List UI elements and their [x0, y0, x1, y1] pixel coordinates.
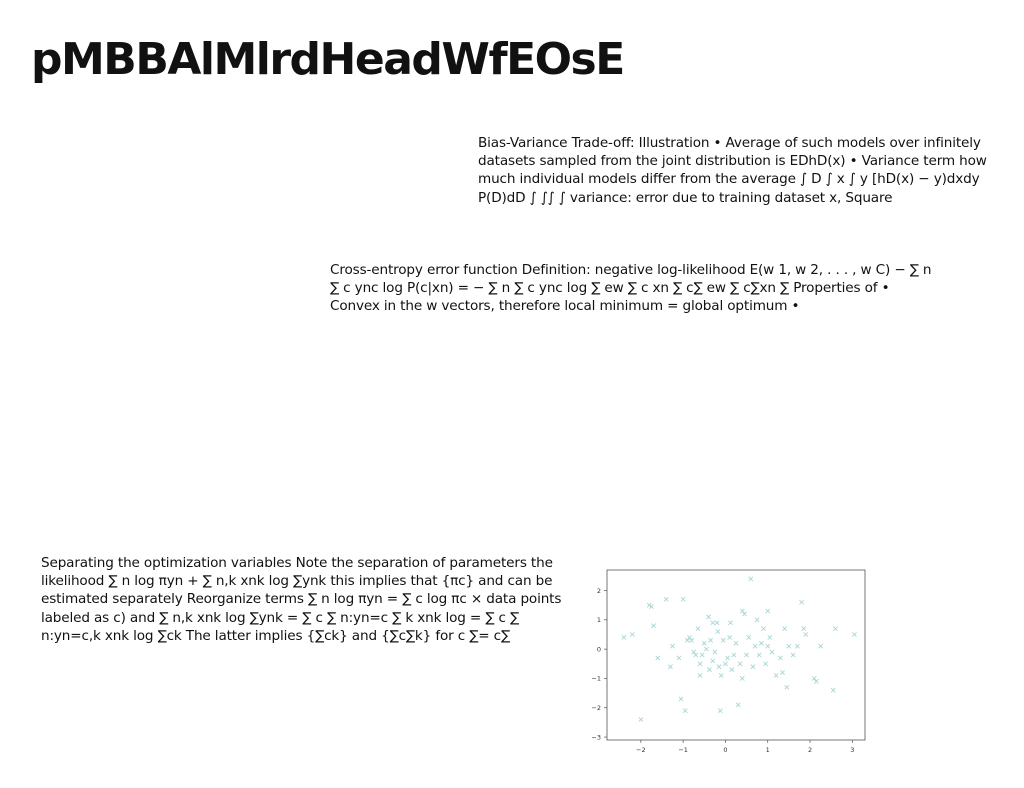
y-tick-label: 0 [597, 645, 601, 653]
scatter-point [678, 696, 684, 702]
scatter-point [723, 661, 728, 667]
scatter-point [714, 620, 720, 626]
scatter-point [799, 599, 804, 605]
scatter-point [689, 637, 695, 643]
scatter-point [758, 640, 764, 646]
scatter-point [752, 643, 758, 649]
x-tick-label: 3 [850, 746, 854, 752]
scatter-point [718, 673, 724, 678]
scatter-point [790, 652, 796, 658]
scatter-point [767, 634, 773, 640]
text-block-bias-variance: Bias-Variance Trade-off: Illustration • … [478, 135, 987, 206]
scatter-point [717, 708, 723, 714]
scatter-point [818, 643, 824, 649]
scatter-point [699, 652, 705, 658]
text-block-cross-entropy: Cross-entropy error function Definition:… [330, 262, 932, 315]
scatter-point [769, 649, 775, 655]
scatter-point [680, 596, 686, 602]
scatter-point [710, 620, 716, 626]
scatter-point [716, 664, 722, 670]
scatter-point [651, 623, 656, 629]
scatter-point [801, 626, 807, 632]
scatter-point [754, 617, 760, 623]
scatter-point [715, 629, 721, 634]
scatter-point [748, 576, 754, 582]
scatter-point [765, 608, 771, 614]
x-tick-label: −2 [636, 746, 646, 752]
scatter-point [765, 643, 771, 649]
scatter-point [852, 632, 857, 637]
scatter-point [621, 634, 627, 640]
scatter-point [756, 652, 762, 658]
scatter-point [727, 634, 733, 640]
scatter-point [697, 661, 703, 667]
scatter-point [811, 676, 817, 681]
scatter-plot: −2 −1 0 1 2 3 −3 −2 −1 0 1 2 [578, 564, 878, 752]
text-block-separating-variables: Separating the optimization variables No… [41, 555, 562, 644]
scatter-point [794, 643, 800, 649]
scatter-point [737, 661, 743, 667]
scatter-point [782, 626, 788, 632]
scatter-point [663, 596, 669, 602]
scatter-point [720, 637, 726, 643]
scatter-point [728, 620, 733, 626]
page-title: pMBBAlMlrdHeadWfEOsE [31, 34, 625, 85]
scatter-point [729, 667, 735, 673]
scatter-point [695, 626, 701, 632]
scatter-point [670, 643, 675, 649]
scatter-point [668, 664, 673, 670]
scatter-point [733, 640, 739, 646]
y-tick-label: −1 [591, 675, 601, 683]
scatter-point [763, 661, 769, 667]
x-tick-label: 0 [723, 746, 727, 752]
scatter-point [684, 637, 690, 643]
scatter-point [731, 652, 737, 658]
scatter-point [693, 652, 699, 658]
scatter-point [777, 655, 783, 661]
scatter-point [746, 634, 752, 640]
scatter-point [691, 649, 697, 655]
scatter-point [742, 611, 747, 617]
scatter-point [725, 655, 730, 661]
x-tick-label: −1 [678, 746, 688, 752]
scatter-point [682, 708, 688, 714]
scatter-point [773, 673, 779, 678]
scatter-point [803, 632, 809, 637]
y-tick-label: −2 [591, 704, 601, 712]
scatter-point [784, 684, 790, 690]
scatter-point [706, 614, 711, 620]
scatter-point [735, 702, 741, 708]
scatter-plot-svg: −2 −1 0 1 2 3 −3 −2 −1 0 1 2 [591, 569, 866, 752]
scatter-point [712, 649, 718, 655]
scatter-point [830, 687, 836, 693]
scatter-point [646, 602, 652, 608]
scatter-point [706, 667, 712, 673]
scatter-point [832, 626, 838, 632]
scatter-point [761, 626, 766, 632]
scatter-point [697, 673, 703, 678]
scatter-point [648, 604, 654, 610]
scatter-point [739, 676, 745, 681]
scatter-point [786, 643, 792, 649]
scatter-point [710, 658, 716, 664]
scatter-point [655, 655, 661, 661]
scatter-point [780, 670, 785, 676]
x-tick-label: 1 [766, 746, 770, 752]
scatter-point [813, 678, 819, 684]
plot-frame [606, 569, 866, 741]
scatter-point [750, 664, 756, 670]
scatter-point [739, 608, 745, 614]
scatter-point [676, 655, 682, 661]
scatter-point [687, 634, 692, 640]
scatter-point [703, 646, 709, 652]
scatter-point [638, 717, 644, 722]
scatter-point [629, 632, 635, 637]
scatter-point [701, 640, 707, 646]
scatter-point [744, 652, 749, 658]
y-tick-label: −3 [591, 733, 601, 741]
scatter-point [708, 637, 714, 643]
x-tick-label: 2 [808, 746, 812, 752]
y-tick-label: 2 [597, 587, 601, 595]
y-tick-label: 1 [597, 616, 601, 624]
